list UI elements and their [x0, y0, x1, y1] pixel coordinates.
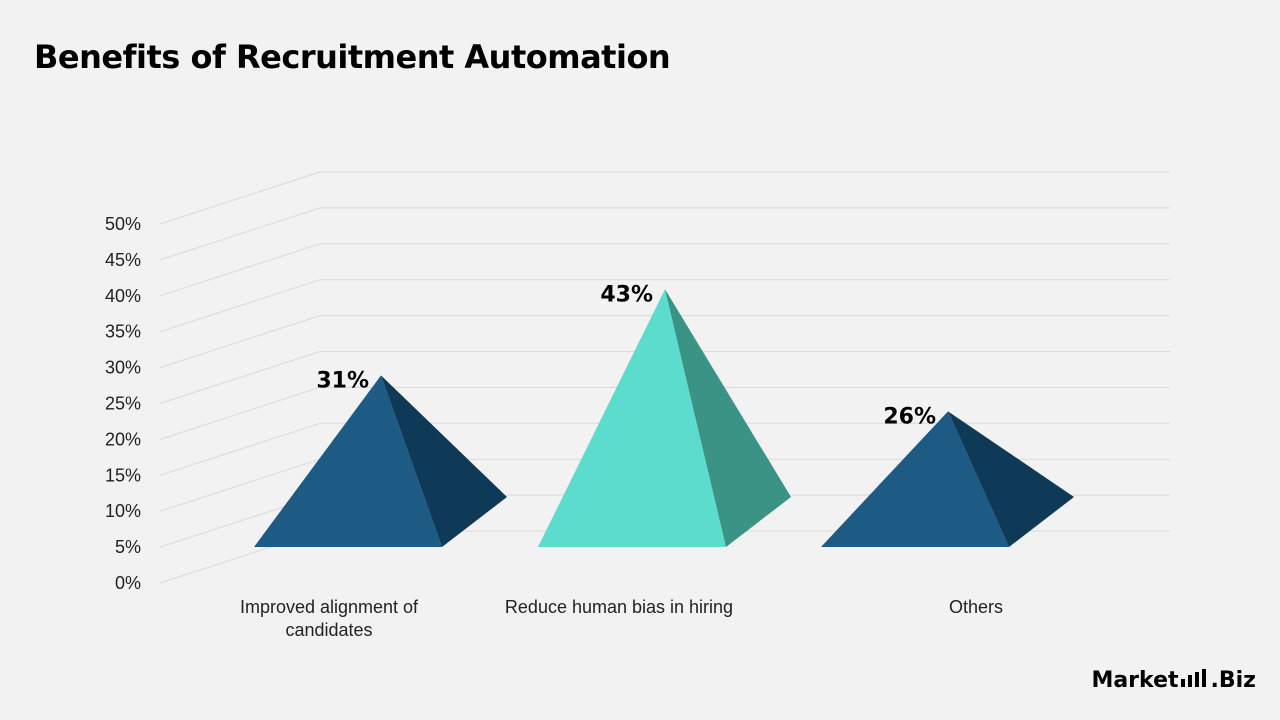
- y-tick-label: 5%: [115, 537, 141, 557]
- data-label: 26%: [883, 404, 936, 429]
- y-tick-label: 15%: [105, 465, 141, 485]
- brand-tld: .Biz: [1210, 668, 1256, 693]
- pyramid-side-face: [665, 289, 791, 547]
- gridline-diagonal: [159, 315, 321, 369]
- brand-name: Market: [1091, 668, 1179, 693]
- y-tick-label: 35%: [105, 322, 141, 342]
- x-tick-label: Improved alignment of candidates: [239, 597, 419, 640]
- y-tick-label: 40%: [105, 286, 141, 306]
- gridline-diagonal: [159, 386, 321, 440]
- data-label: 31%: [316, 368, 369, 393]
- pyramid-side-face: [381, 375, 507, 547]
- bars: [254, 289, 1074, 547]
- gridline-diagonal: [159, 351, 321, 404]
- pyramid-front-face: [254, 375, 442, 547]
- y-tick-label: 10%: [105, 501, 141, 521]
- y-tick-label: 25%: [105, 394, 141, 414]
- gridline-diagonal: [159, 243, 321, 297]
- bar-chart-icon: [1180, 669, 1206, 687]
- pyramid-front-face: [821, 411, 1009, 547]
- y-tick-label: 20%: [105, 429, 141, 449]
- page-title: Benefits of Recruitment Automation: [34, 38, 671, 76]
- gridline-diagonal: [159, 171, 321, 225]
- y-tick-label: 30%: [105, 358, 141, 378]
- x-tick-label: Reduce human bias in hiring: [504, 597, 734, 617]
- x-tick-label: Others: [948, 597, 1004, 617]
- data-labels: 31% 43% 26%: [316, 282, 936, 429]
- pyramid-side-face: [948, 411, 1074, 547]
- brand-logo: Market .Biz: [1091, 668, 1256, 693]
- y-tick-label: 45%: [105, 250, 141, 270]
- gridline-diagonal: [159, 422, 321, 476]
- gridline-diagonal: [159, 207, 321, 261]
- data-label: 43%: [600, 282, 653, 307]
- pyramid-front-face: [538, 289, 726, 547]
- grid: [159, 171, 1170, 584]
- y-axis: 0% 5% 10% 15% 20% 25% 30% 35% 40% 45% 50%: [105, 214, 141, 593]
- gridline-diagonal: [159, 279, 321, 333]
- gridline-diagonal: [159, 458, 321, 512]
- y-tick-label: 50%: [105, 214, 141, 234]
- y-tick-label: 0%: [115, 573, 141, 593]
